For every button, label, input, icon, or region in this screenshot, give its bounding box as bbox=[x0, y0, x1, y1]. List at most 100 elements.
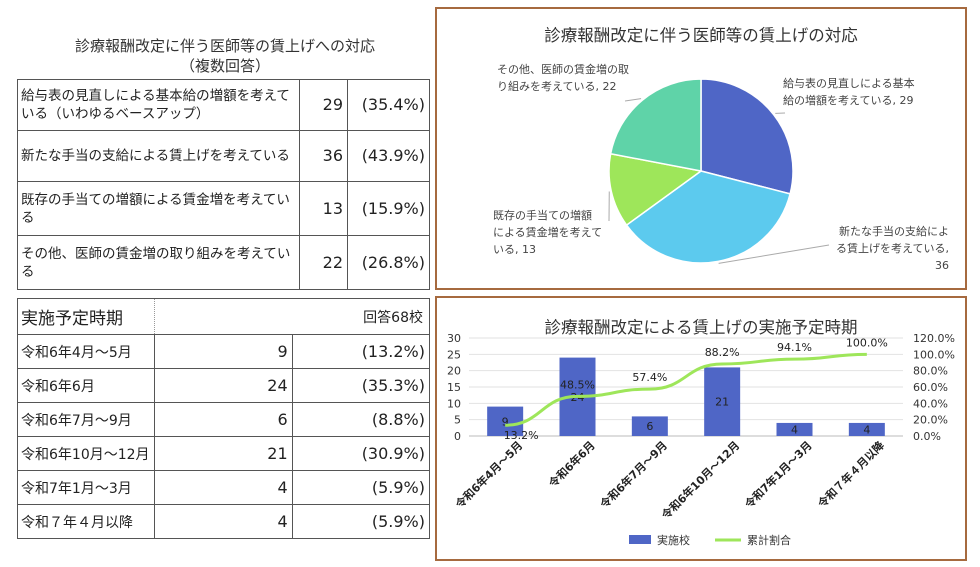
y-tick-label: 15 bbox=[447, 381, 461, 394]
row-count: 24 bbox=[154, 368, 293, 403]
pie-label-line: 新たな手当の支給によ bbox=[839, 225, 949, 238]
y2-tick-label: 0.0% bbox=[913, 430, 941, 443]
y-tick-label: 25 bbox=[447, 348, 461, 361]
bar bbox=[631, 416, 668, 436]
combo-chart-title: 診療報酬改定による賃上げの実施予定時期 bbox=[544, 318, 858, 337]
pie-label-existing-allowance: 既存の手当ての増額 による賃金増を考えて いる, 13 bbox=[493, 207, 613, 258]
line-data-label: 94.1% bbox=[777, 341, 812, 354]
bar bbox=[848, 422, 885, 436]
pie-chart-panel: 診療報酬改定に伴う医師等の賃上げの対応 その他、医師の賃金増の取 り組みを考えて… bbox=[435, 7, 967, 290]
line-data-label: 57.4% bbox=[632, 371, 667, 384]
schedule-table: 実施予定時期 回答68校 令和6年4月～5月 9 (13.2%) 令和6年6月 … bbox=[16, 298, 431, 539]
x-tick-label: 令和７年４月以降 bbox=[814, 438, 888, 512]
table1-title-line1: 診療報酬改定に伴う医師等の賃上げへの対応 bbox=[74, 37, 375, 55]
table-row: 新たな手当の支給による賃上げを考えている 36 (43.9%) bbox=[17, 130, 430, 182]
table1-title: 診療報酬改定に伴う医師等の賃上げへの対応 （複数回答） bbox=[20, 36, 430, 76]
row-label: 給与表の見直しによる基本給の増額を考えている（いわゆるベースアップ） bbox=[17, 79, 300, 131]
combo-chart: 0 5 10 15 20 25 30 0.0% 20.0% 40.0% 60.0% 80.0% 100.… bbox=[447, 332, 955, 547]
line-data-label: 48.5% bbox=[560, 378, 595, 391]
pie-label-line: る賃上げを考えている, bbox=[836, 242, 949, 255]
pie-label-line: り組みを考えている, 22 bbox=[497, 80, 617, 93]
bar-data-label: 6 bbox=[646, 420, 653, 433]
pie-leader-line bbox=[718, 244, 830, 264]
row-count: 6 bbox=[154, 402, 293, 437]
pie-chart-title: 診療報酬改定に伴う医師等の賃上げの対応 bbox=[544, 26, 858, 45]
row-count: 13 bbox=[299, 181, 348, 236]
table-row: 令和6年6月 24 (35.3%) bbox=[16, 368, 431, 403]
pie-label-line: 既存の手当ての増額 bbox=[493, 209, 592, 222]
pie-label-line: その他、医師の賃金増の取 bbox=[497, 63, 629, 76]
pie-label-line: 36 bbox=[935, 259, 949, 272]
x-tick-label: 令和6年10月～12月 bbox=[658, 438, 742, 522]
row-pct: (35.4%) bbox=[347, 79, 430, 131]
pie-label-line: 給与表の見直しによる基本 bbox=[783, 77, 915, 90]
y-tick-label: 0 bbox=[454, 430, 461, 443]
pie-slice bbox=[625, 170, 792, 264]
y-tick-label: 30 bbox=[447, 332, 461, 345]
y2-tick-label: 80.0% bbox=[913, 365, 948, 378]
row-count: 21 bbox=[154, 436, 293, 471]
schedule-table-title: 実施予定時期 bbox=[16, 298, 156, 335]
row-pct: (15.9%) bbox=[347, 181, 430, 236]
table-row: 既存の手当ての増額による賃金増を考えている 13 (15.9%) bbox=[17, 181, 430, 236]
y2-tick-label: 120.0% bbox=[913, 332, 955, 345]
bar-data-label: 4 bbox=[791, 423, 798, 436]
line-data-label: 13.2% bbox=[504, 429, 539, 442]
pie-slice bbox=[608, 152, 703, 227]
y-tick-label: 20 bbox=[447, 365, 461, 378]
row-pct: (43.9%) bbox=[347, 130, 430, 182]
x-tick-label: 令和6年6月 bbox=[545, 438, 598, 491]
pie-chart bbox=[608, 78, 830, 264]
pie-label-line: いる, 13 bbox=[493, 243, 536, 256]
line-data-label: 88.2% bbox=[705, 346, 740, 359]
row-count: 9 bbox=[154, 334, 293, 369]
row-pct: (35.3%) bbox=[291, 368, 431, 403]
row-count: 36 bbox=[299, 130, 348, 182]
pie-label-other: その他、医師の賃金増の取 り組みを考えている, 22 bbox=[497, 61, 637, 95]
x-tick-label: 令和6年4月～5月 bbox=[452, 438, 526, 512]
pie-label-line: 給の増額を考えている, 29 bbox=[783, 94, 914, 107]
legend-label: 実施校 bbox=[657, 533, 690, 547]
table-header-row: 実施予定時期 回答68校 bbox=[16, 298, 430, 335]
table-row: その他、医師の賃金増の取り組みを考えている 22 (26.8%) bbox=[17, 235, 430, 290]
table-row: 令和6年7月～9月 6 (8.8%) bbox=[16, 402, 431, 437]
y-tick-label: 10 bbox=[447, 397, 461, 410]
row-pct: (8.8%) bbox=[291, 402, 431, 437]
table-row: 令和７年４月以降 4 (5.9%) bbox=[16, 504, 431, 539]
table-row: 令和7年1月～3月 4 (5.9%) bbox=[16, 470, 431, 505]
y2-tick-label: 20.0% bbox=[913, 414, 948, 427]
bar-data-label: 4 bbox=[863, 423, 870, 436]
row-label: 令和6年6月 bbox=[16, 368, 156, 403]
row-pct: (13.2%) bbox=[291, 334, 431, 369]
bar bbox=[487, 406, 524, 436]
row-count: 4 bbox=[154, 504, 293, 539]
pie-label-line: による賃金増を考えて bbox=[493, 226, 603, 239]
table-row: 給与表の見直しによる基本給の増額を考えている（いわゆるベースアップ） 29 (3… bbox=[17, 79, 430, 131]
pie-slice bbox=[609, 78, 702, 172]
row-label: 既存の手当ての増額による賃金増を考えている bbox=[17, 181, 300, 236]
row-label: 令和７年４月以降 bbox=[16, 504, 156, 539]
bar-data-label: 9 bbox=[502, 415, 509, 428]
y-tick-label: 5 bbox=[454, 414, 461, 427]
row-label: 令和6年10月～12月 bbox=[16, 436, 156, 471]
row-pct: (5.9%) bbox=[291, 504, 431, 539]
row-pct: (5.9%) bbox=[291, 470, 431, 505]
x-tick-label: 令和7年1月～3月 bbox=[741, 438, 815, 512]
pie-slice bbox=[700, 78, 794, 195]
pie-label-new-allowance: 新たな手当の支給によ る賃上げを考えている, 36 bbox=[825, 223, 949, 274]
table1-title-line2: （複数回答） bbox=[179, 57, 270, 75]
row-label: 令和6年7月～9月 bbox=[16, 402, 156, 437]
row-count: 4 bbox=[154, 470, 293, 505]
x-tick-label: 令和6年7月～9月 bbox=[596, 438, 670, 512]
row-label: 令和7年1月～3月 bbox=[16, 470, 156, 505]
row-label: 令和6年4月～5月 bbox=[16, 334, 156, 369]
row-count: 29 bbox=[299, 79, 348, 131]
pie-leader-line bbox=[624, 98, 642, 102]
y2-tick-label: 100.0% bbox=[913, 348, 955, 361]
line-data-label: 100.0% bbox=[846, 336, 888, 349]
row-count: 22 bbox=[299, 235, 348, 290]
measures-table: 給与表の見直しによる基本給の増額を考えている（いわゆるベースアップ） 29 (3… bbox=[17, 79, 430, 290]
bar-data-label: 21 bbox=[715, 396, 729, 409]
y2-tick-label: 40.0% bbox=[913, 397, 948, 410]
legend-label: 累計割合 bbox=[747, 533, 791, 547]
